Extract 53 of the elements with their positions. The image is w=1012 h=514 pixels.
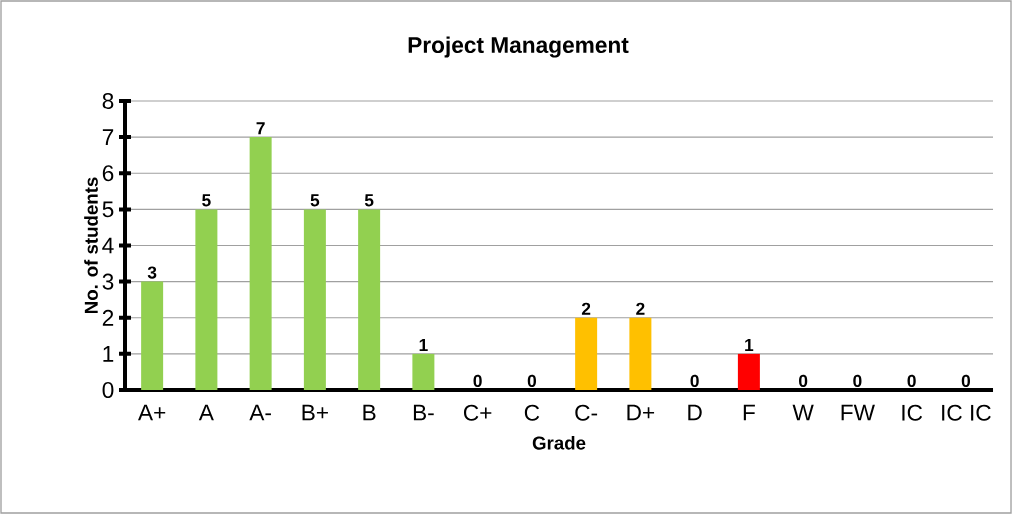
x-tick-label: B- — [413, 404, 434, 421]
data-label: 7 — [256, 122, 265, 135]
bar — [575, 317, 598, 390]
x-tick-label: A+ — [137, 404, 166, 421]
x-tick-label: FW — [841, 404, 875, 421]
bar — [141, 281, 164, 390]
data-label: 5 — [310, 194, 320, 207]
y-tick-label: 5 — [102, 201, 114, 218]
data-label: 5 — [202, 194, 211, 207]
x-tick-label: C- — [575, 404, 598, 421]
bar — [303, 209, 326, 390]
y-tick-label: 0 — [102, 381, 114, 399]
x-tick-label: D — [688, 404, 702, 421]
data-label: 0 — [690, 374, 699, 388]
x-tick-label: IC IC — [942, 404, 991, 421]
x-tick-label: W — [792, 404, 814, 421]
data-label: 5 — [364, 194, 374, 207]
x-tick-label: B — [363, 404, 376, 421]
x-axis-title: Grade — [532, 435, 586, 450]
bar — [412, 353, 435, 390]
data-label: 1 — [419, 339, 428, 351]
data-label: 0 — [527, 374, 536, 388]
y-axis-title: No. of students — [84, 177, 98, 314]
bar — [629, 317, 652, 390]
x-tick-label: C — [524, 404, 540, 421]
data-label: 0 — [473, 374, 482, 388]
bar — [358, 209, 381, 390]
x-tick-label: B+ — [302, 404, 328, 421]
data-label: 3 — [147, 266, 157, 279]
data-label: 0 — [799, 374, 808, 388]
y-tick-label: 2 — [102, 309, 114, 326]
bar — [737, 353, 760, 390]
y-tick-label: 1 — [103, 346, 114, 362]
y-tick-label: 6 — [102, 165, 114, 182]
x-tick-label: F — [743, 404, 755, 421]
data-label: 0 — [853, 374, 862, 388]
y-tick-label: 8 — [102, 92, 114, 110]
bar — [249, 137, 272, 390]
chart-title: Project Management — [408, 36, 629, 58]
y-tick-label: 4 — [102, 237, 114, 254]
x-tick-label: A- — [249, 404, 271, 421]
x-tick-label: A — [198, 404, 214, 421]
y-tick-label: 7 — [102, 129, 114, 145]
data-label: 2 — [636, 302, 645, 315]
data-label: 0 — [907, 374, 916, 388]
x-tick-label: D+ — [627, 404, 655, 421]
bar — [195, 209, 218, 390]
data-label: 2 — [581, 302, 591, 315]
data-label: 1 — [745, 339, 754, 351]
x-tick-label: IC — [902, 404, 923, 421]
data-label: 0 — [961, 374, 970, 388]
x-tick-label: C+ — [463, 404, 492, 421]
y-tick-label: 3 — [102, 273, 114, 290]
